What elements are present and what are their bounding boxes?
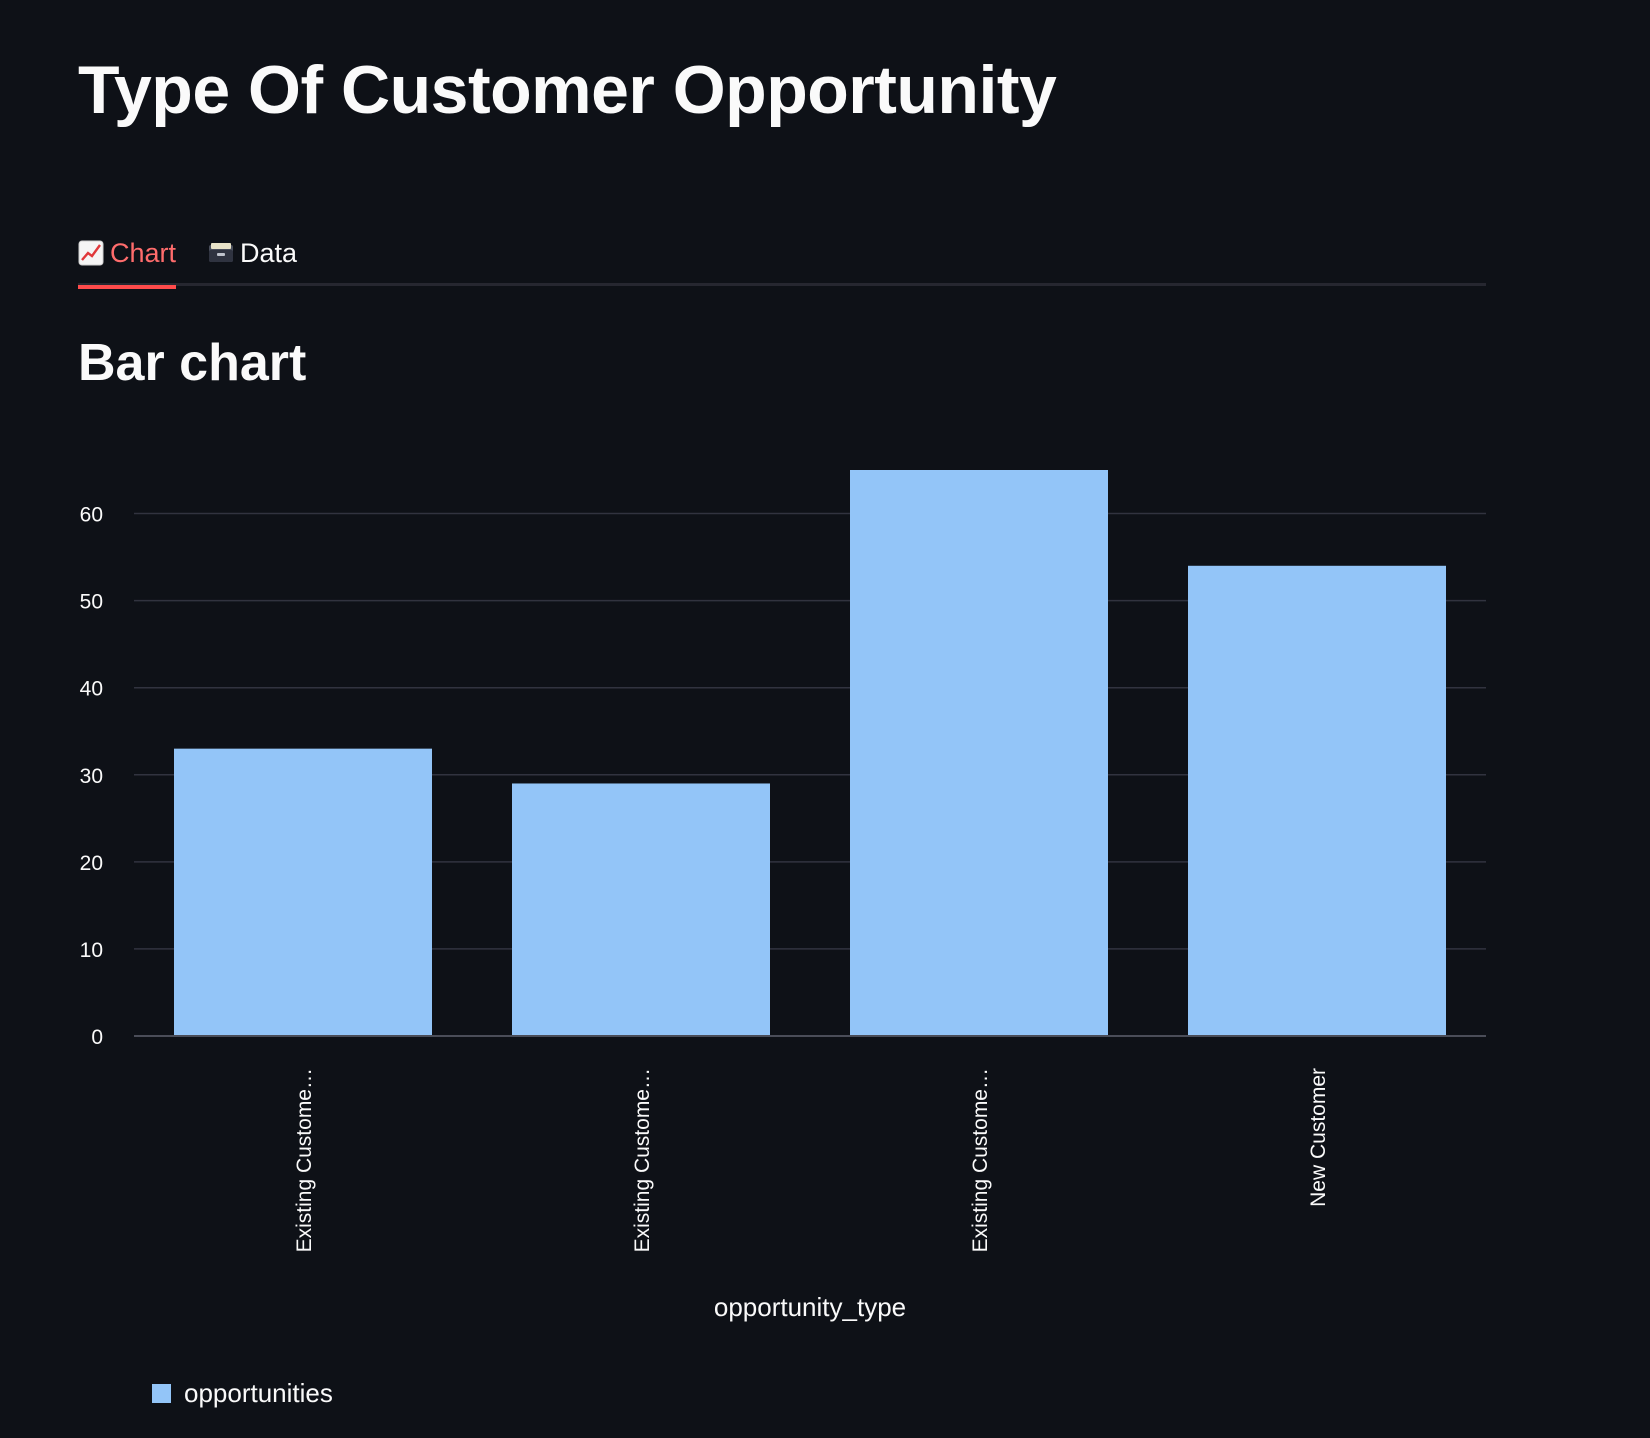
y-tick-label: 20	[80, 852, 103, 875]
legend-label: opportunities	[184, 1378, 333, 1408]
legend-swatch	[152, 1384, 171, 1403]
chart-legend: opportunities	[152, 1378, 333, 1409]
card-file-box-icon	[208, 240, 234, 266]
page-title: Type Of Customer Opportunity	[78, 52, 1057, 128]
bar	[512, 783, 770, 1036]
bar	[1188, 565, 1446, 1036]
tab-chart-label: Chart	[110, 237, 177, 268]
bar	[850, 470, 1108, 1036]
active-tab-indicator	[78, 285, 176, 289]
y-tick-label: 30	[80, 765, 103, 788]
chart-increasing-icon	[78, 240, 104, 266]
x-axis-title: opportunity_type	[714, 1292, 906, 1322]
x-tick-label: Existing Custome…	[293, 1068, 316, 1252]
y-tick-label: 40	[80, 678, 103, 701]
bar	[174, 748, 432, 1036]
y-tick-label: 50	[80, 591, 103, 614]
x-tick-label: Existing Custome…	[969, 1068, 992, 1252]
x-tick-label: Existing Custome…	[631, 1068, 654, 1252]
section-title: Bar chart	[78, 334, 307, 392]
y-tick-label: 0	[91, 1026, 103, 1049]
y-tick-label: 60	[80, 504, 103, 527]
x-tick-label: New Customer	[1307, 1068, 1330, 1207]
tab-chart[interactable]: Chart	[78, 220, 177, 289]
tab-bar: Chart Data	[78, 220, 1486, 289]
y-tick-label: 10	[80, 939, 103, 962]
tab-data-label: Data	[240, 237, 298, 268]
tab-data[interactable]: Data	[208, 220, 297, 286]
